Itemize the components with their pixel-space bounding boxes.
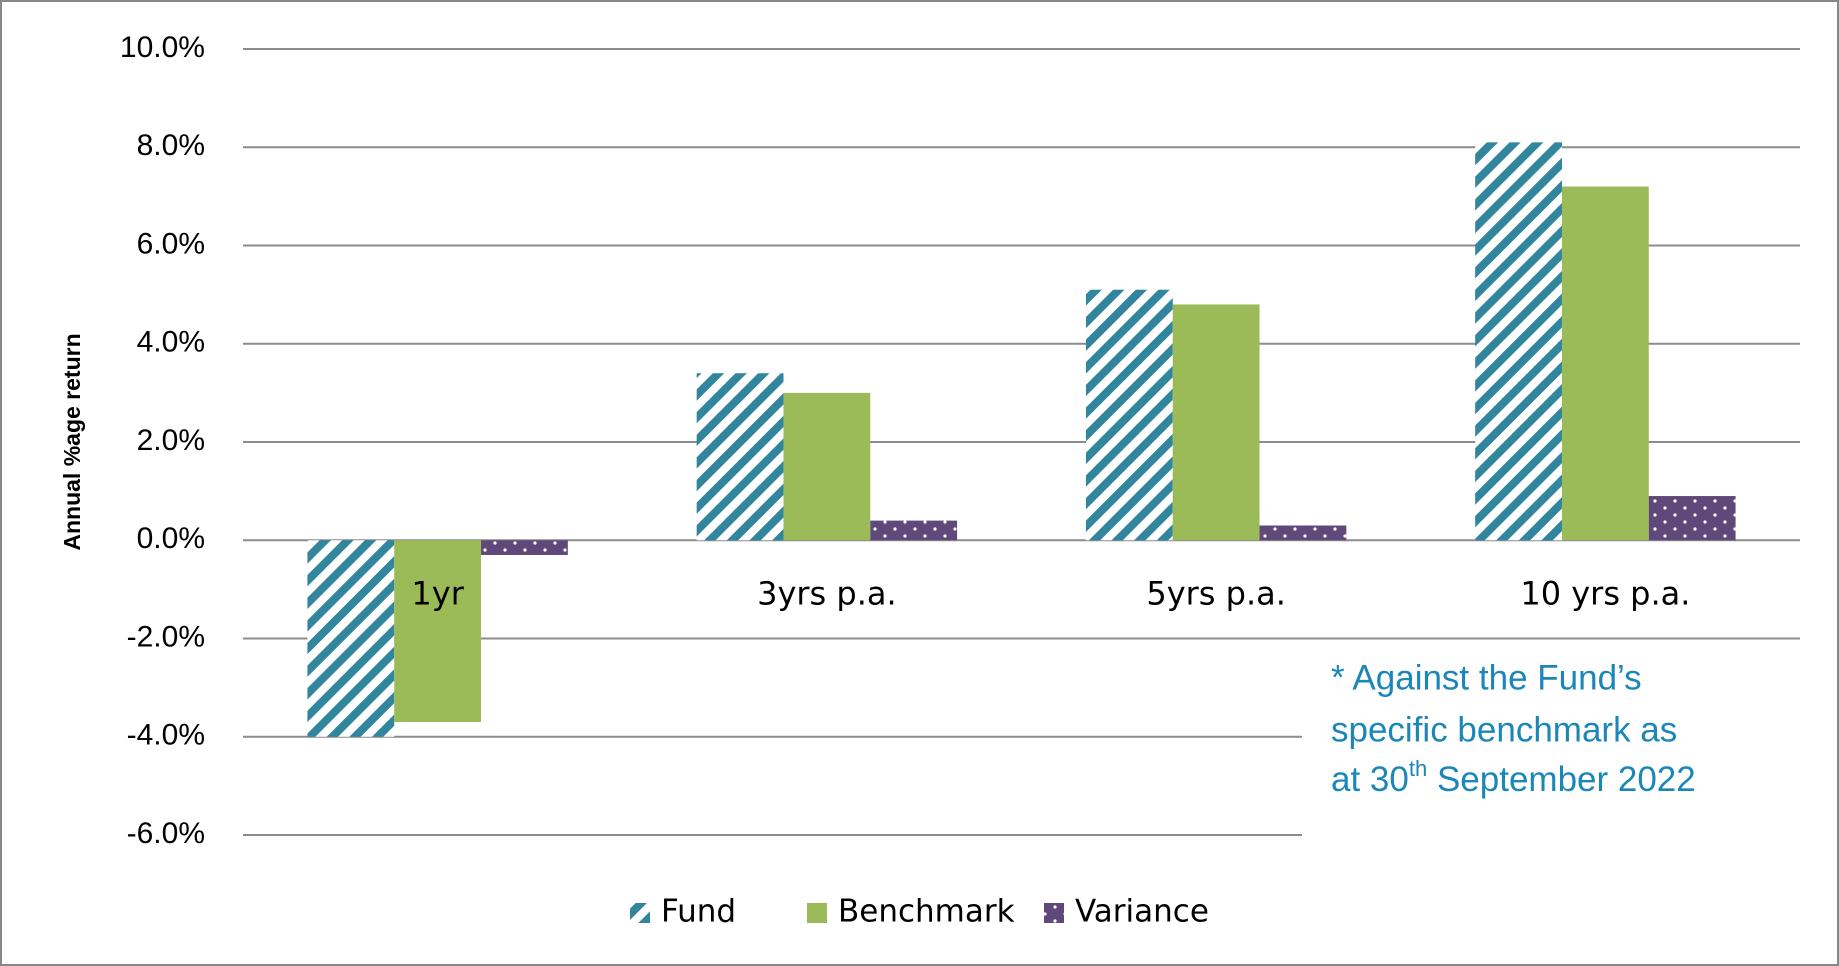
legend-swatch [807,903,827,923]
y-tick-label: -2.0% [127,620,205,653]
bar [1475,142,1562,541]
bar [1648,496,1736,541]
bar [1259,525,1347,541]
bar [481,540,568,555]
bar [307,540,395,737]
annotation-line: specific benchmark as [1331,710,1677,749]
y-tick-label: -4.0% [127,719,205,752]
bar [1172,304,1260,541]
y-tick-label: 4.0% [137,326,205,359]
x-tick-label: 1yr [411,574,464,612]
y-tick-label: 0.0% [137,522,205,555]
annotation-line: * Against the Fund’s [1331,658,1642,697]
bars [307,142,1736,737]
legend-label: Benchmark [838,894,1015,930]
x-tick-label: 5yrs p.a. [1146,574,1286,612]
x-tick-label: 10 yrs p.a. [1520,574,1690,612]
bar [696,373,784,541]
y-tick-label: -6.0% [127,817,205,850]
y-tick-label: 2.0% [137,424,205,457]
y-tick-label: 10.0% [120,31,205,64]
x-tick-label: 3yrs p.a. [757,574,897,612]
legend-label: Fund [661,894,736,930]
annotation-text: September 2022 [1427,760,1696,799]
legend-swatch [630,903,650,923]
y-tick-label: 6.0% [137,227,205,260]
bar [783,392,871,541]
bar [870,520,958,541]
bar [1561,186,1649,541]
annotation-sup: th [1409,756,1427,781]
bar [394,540,482,723]
y-tick-label: 8.0% [137,129,205,162]
annotation-box [1302,642,1807,842]
legend-swatch [1044,903,1064,923]
annotation-line: at 30th September 2022 [1331,756,1696,799]
bar [1085,289,1173,541]
y-axis-label: Annual %age return [59,333,85,550]
annotation-text: at 30 [1331,760,1409,799]
legend-label: Variance [1075,894,1209,930]
